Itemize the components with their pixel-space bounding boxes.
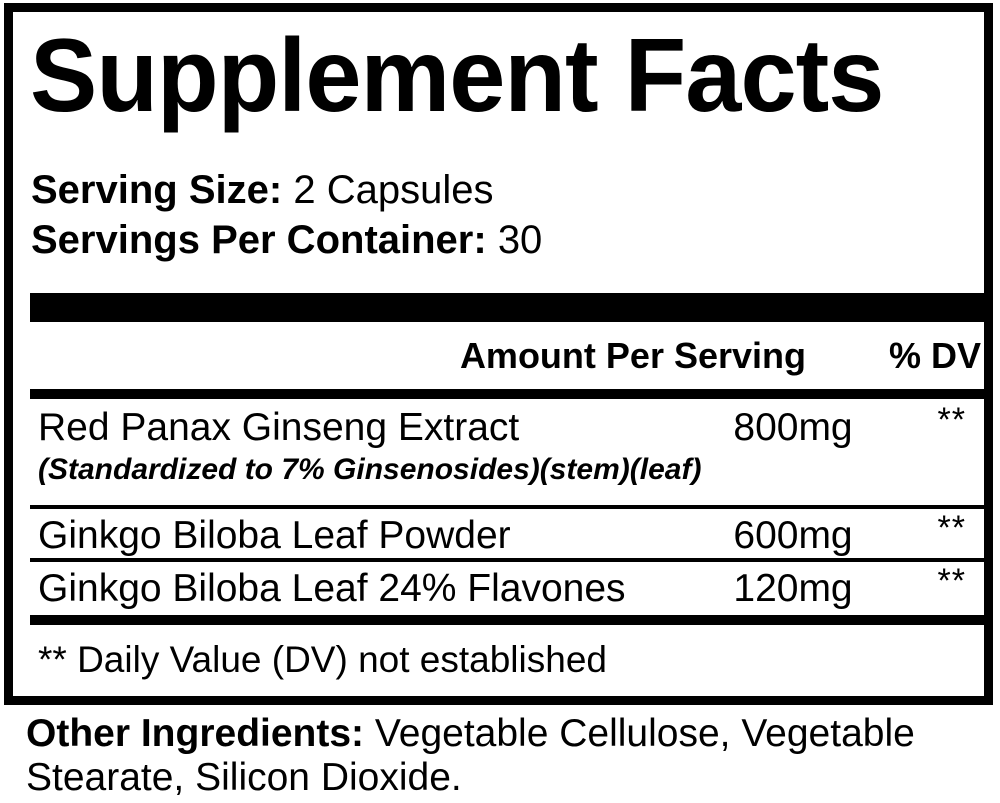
divider-row-1 [30,505,984,509]
ingredient-name: Ginkgo Biloba Leaf Powder [38,514,511,557]
other-ingredients-value: Vegetable Cellulose, Vegetable Stearate,… [26,712,915,799]
ingredient-daily-value: ** [937,509,966,547]
divider-row-2 [30,558,984,562]
ingredient-amount: 120mg [733,567,853,610]
servings-per-container-value: 30 [497,218,543,262]
ingredient-daily-value: ** [937,562,966,600]
column-header-row: Amount Per Serving % DV [30,334,984,386]
ingredient-amount: 600mg [733,514,853,557]
table-row: Ginkgo Biloba Leaf 24% Flavones 120mg ** [30,562,984,613]
servings-per-container-line: Servings Per Container: 30 [31,215,731,265]
amount-per-serving-header: Amount Per Serving [459,335,806,376]
divider-under-headers [30,389,984,399]
serving-size-value: 2 Capsules [293,168,494,212]
serving-size-line: Serving Size: 2 Capsules [31,165,731,215]
divider-above-footnote [30,615,984,625]
page-title: Supplement Facts [30,18,884,134]
other-ingredients-section: Other Ingredients: Vegetable Cellulose, … [26,712,976,800]
serving-information: Serving Size: 2 Capsules Servings Per Co… [31,165,731,265]
divider-thick-top [30,293,984,322]
percent-dv-header: % DV [888,335,981,376]
daily-value-footnote: ** Daily Value (DV) not established [38,639,607,680]
ingredient-daily-value: ** [937,401,966,439]
serving-size-label: Serving Size: [31,168,283,212]
ingredient-name: Red Panax Ginseng Extract [38,406,520,449]
supplement-facts-panel: Supplement Facts Serving Size: 2 Capsule… [4,3,993,705]
table-row: Ginkgo Biloba Leaf Powder 600mg ** [30,509,984,557]
ingredient-subtext: (Standardized to 7% Ginsenosides)(stem)(… [38,453,702,486]
ingredient-name: Ginkgo Biloba Leaf 24% Flavones [38,567,626,610]
ingredient-amount: 800mg [733,406,853,449]
servings-per-container-label: Servings Per Container: [31,218,487,262]
other-ingredients-label: Other Ingredients: [26,712,365,755]
table-row: Red Panax Ginseng Extract (Standardized … [30,401,984,504]
